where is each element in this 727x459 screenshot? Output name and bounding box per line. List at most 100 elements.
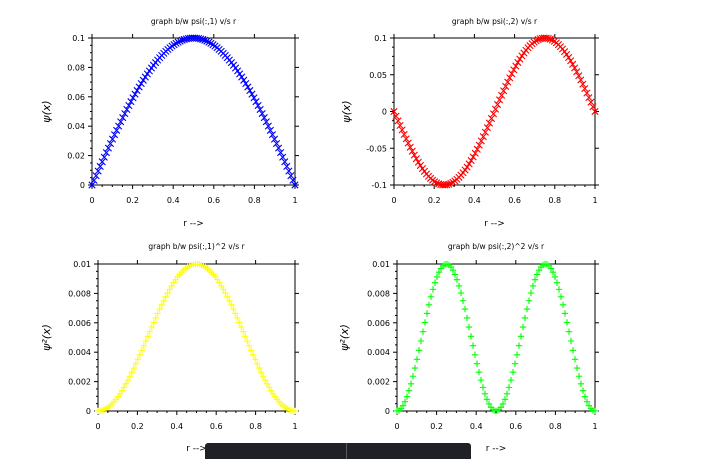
plot-4-axes-frame	[396, 263, 596, 412]
plot-3-x-tick-label: 0.8	[249, 422, 262, 431]
plot-1-data-point	[256, 105, 264, 114]
plot-2-data-point	[548, 36, 556, 44]
plot-4-data-point	[501, 396, 509, 403]
plot-3-data-point	[226, 297, 233, 304]
plot-1-y-tick-label: 0	[80, 181, 85, 190]
plot-4-data-point	[515, 342, 523, 349]
plot-1-y-tick-label: 0.06	[67, 93, 85, 102]
plot-4-x-axis-label: r -->	[486, 444, 507, 454]
plot-3-y-tick-label: 0.01	[73, 260, 91, 269]
plot-1-x-tick-label: 1	[292, 196, 297, 205]
plot-3-data-point	[134, 356, 141, 363]
plot-2-data-point	[506, 74, 514, 82]
plot-4-data-point	[555, 286, 563, 293]
plot-2-data-point	[498, 91, 506, 99]
plot-2-data-point	[406, 143, 414, 151]
plot-2-y-axis-label: ψ(x)	[340, 100, 353, 122]
plot-4-data-point	[525, 297, 533, 304]
plot-3-data-point	[164, 289, 171, 297]
plot-2-data-point	[514, 58, 522, 67]
plot-2-title: graph b/w psi(:,2) v/s r	[452, 17, 538, 26]
plot-1-data-point	[141, 73, 149, 81]
plot-1-data-point	[88, 181, 96, 189]
plot-3-data-point	[248, 347, 255, 354]
plot-3-data-point	[152, 314, 159, 322]
plot-4-data-point	[435, 268, 443, 276]
plot-4-data-point	[455, 282, 463, 290]
plot-4-x-tick-label: 0.2	[430, 422, 443, 431]
plot-3-data-point	[238, 323, 245, 331]
plot-3-data-point	[216, 279, 223, 286]
plot-4-y-tick-label: 0	[385, 407, 390, 416]
plot-4-data-point	[483, 396, 491, 403]
plot-3-data-point	[140, 342, 147, 349]
plot-3-data-point	[224, 293, 231, 300]
plot-4-data-point	[453, 276, 461, 283]
plot-1-data-point	[139, 76, 147, 84]
plot-4-data-point	[509, 369, 517, 376]
plot-4-y-tick-label: 0.004	[367, 348, 390, 357]
plot-4-data-point	[433, 273, 441, 281]
plot-3-data-point	[148, 323, 155, 331]
plot-4-data-point	[567, 337, 575, 345]
plot-4-data-point	[565, 328, 573, 335]
plot-3-data-point	[250, 351, 257, 359]
plot-1-data-point	[106, 139, 115, 148]
plot-3-data-point	[156, 305, 163, 313]
plot-2-data-point	[408, 147, 416, 155]
plot-4-x-tick-label: 0	[394, 422, 399, 431]
toolbar-divider	[346, 443, 347, 459]
plot-1-data-point	[125, 101, 133, 110]
plot-1-data-point	[287, 172, 295, 180]
plot-1-data-point	[110, 131, 119, 139]
plot-2-x-tick-label: 0.4	[468, 196, 481, 205]
plot-3-y-axis-label: ψ²(x)	[40, 324, 53, 351]
plot-1-data-point	[102, 149, 110, 157]
plot-1-data-point	[281, 158, 289, 166]
plot-1-y-axis-label: ψ(x)	[40, 100, 53, 122]
plot-2-data-point	[583, 89, 591, 97]
plot-4-data-point	[471, 351, 479, 359]
plot-3-data-point	[257, 369, 265, 376]
plot-2-data-point	[410, 151, 418, 159]
plot-3-data-point	[236, 319, 243, 326]
plot-2-data-point	[544, 34, 552, 43]
plot-4-data-point	[425, 301, 433, 309]
plot-3-data-point	[228, 301, 235, 309]
plot-1-data-point	[104, 144, 112, 152]
plot-1-data-point	[108, 135, 117, 143]
plot-3-data-point	[265, 384, 273, 391]
plot-2-data-point	[575, 72, 583, 80]
plot-2-data-point	[392, 112, 400, 120]
plot-3-x-tick-label: 0.2	[131, 422, 144, 431]
plot-4-data-point	[571, 356, 579, 363]
plot-2-data-point	[491, 105, 500, 113]
bottom-toolbar-overlay[interactable]	[205, 443, 471, 459]
plot-2-data-point	[445, 180, 453, 188]
plot-4-data-point	[421, 319, 429, 326]
plot-2-data-point	[581, 84, 589, 93]
plot-4-y-tick-label: 0.01	[372, 260, 390, 269]
plot-4-data-point	[475, 369, 483, 376]
plot-2-data-point	[493, 100, 502, 109]
plot-1-data-point	[180, 35, 188, 44]
plot-4-x-tick-label: 0.6	[509, 422, 522, 431]
plot-3-x-tick-label: 0	[95, 422, 100, 431]
plot-2-data-point	[467, 156, 475, 165]
plot-1-data-point	[172, 39, 180, 47]
plot-1-data-point	[127, 98, 135, 106]
plot-3-data-point	[230, 305, 237, 313]
plot-2-data-point	[400, 130, 408, 139]
plot-4-data-point	[551, 273, 559, 281]
plot-1-y-tick-label: 0.08	[67, 63, 85, 72]
plot-4-data-point	[457, 289, 465, 297]
plot-2-data-point	[471, 149, 479, 157]
plot-2-data-point	[447, 179, 455, 188]
plot-4-data-point	[505, 384, 513, 391]
plot-4-data-point	[547, 265, 555, 272]
plot-2-data-point	[573, 68, 581, 76]
plot-1-data-point	[242, 79, 250, 88]
plot-4-data-point	[503, 390, 511, 398]
plot-2-data-point	[416, 161, 424, 170]
plot-4-data-point	[517, 333, 525, 340]
